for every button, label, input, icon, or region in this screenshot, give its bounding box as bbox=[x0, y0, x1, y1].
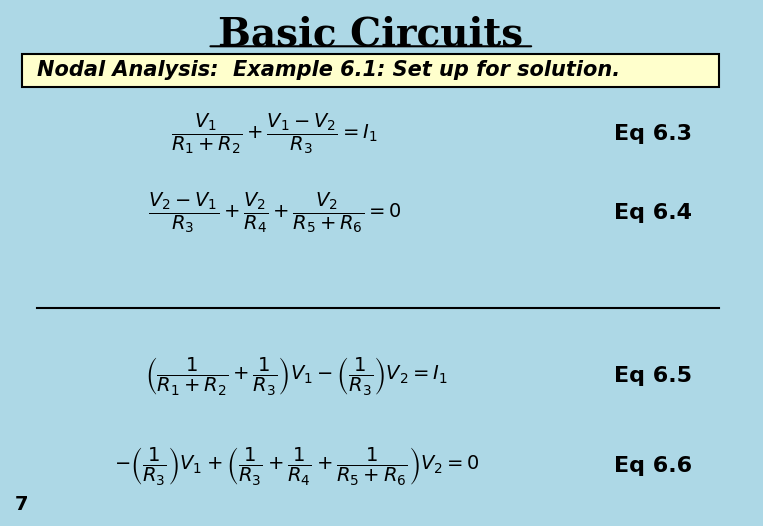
Text: Eq 6.3: Eq 6.3 bbox=[613, 124, 691, 144]
Text: Eq 6.5: Eq 6.5 bbox=[613, 366, 691, 386]
Text: $\left(\dfrac{1}{R_1+R_2}+\dfrac{1}{R_3}\right)V_1-\left(\dfrac{1}{R_3}\right)V_: $\left(\dfrac{1}{R_1+R_2}+\dfrac{1}{R_3}… bbox=[145, 355, 448, 397]
Text: $\dfrac{V_2-V_1}{R_3}+\dfrac{V_2}{R_4}+\dfrac{V_2}{R_5+R_6}=0$: $\dfrac{V_2-V_1}{R_3}+\dfrac{V_2}{R_4}+\… bbox=[148, 191, 401, 235]
Text: Basic Circuits: Basic Circuits bbox=[218, 15, 523, 53]
FancyBboxPatch shape bbox=[22, 54, 720, 87]
Text: $-\left(\dfrac{1}{R_3}\right)V_1+\left(\dfrac{1}{R_3}+\dfrac{1}{R_4}+\dfrac{1}{R: $-\left(\dfrac{1}{R_3}\right)V_1+\left(\… bbox=[114, 444, 480, 487]
Text: Eq 6.6: Eq 6.6 bbox=[613, 456, 692, 476]
Text: $\dfrac{V_1}{R_1+R_2}+\dfrac{V_1-V_2}{R_3}=I_1$: $\dfrac{V_1}{R_1+R_2}+\dfrac{V_1-V_2}{R_… bbox=[171, 112, 378, 156]
Text: 7: 7 bbox=[14, 495, 28, 514]
Text: Eq 6.4: Eq 6.4 bbox=[613, 203, 691, 223]
Text: Nodal Analysis:  Example 6.1: Set up for solution.: Nodal Analysis: Example 6.1: Set up for … bbox=[37, 60, 620, 80]
